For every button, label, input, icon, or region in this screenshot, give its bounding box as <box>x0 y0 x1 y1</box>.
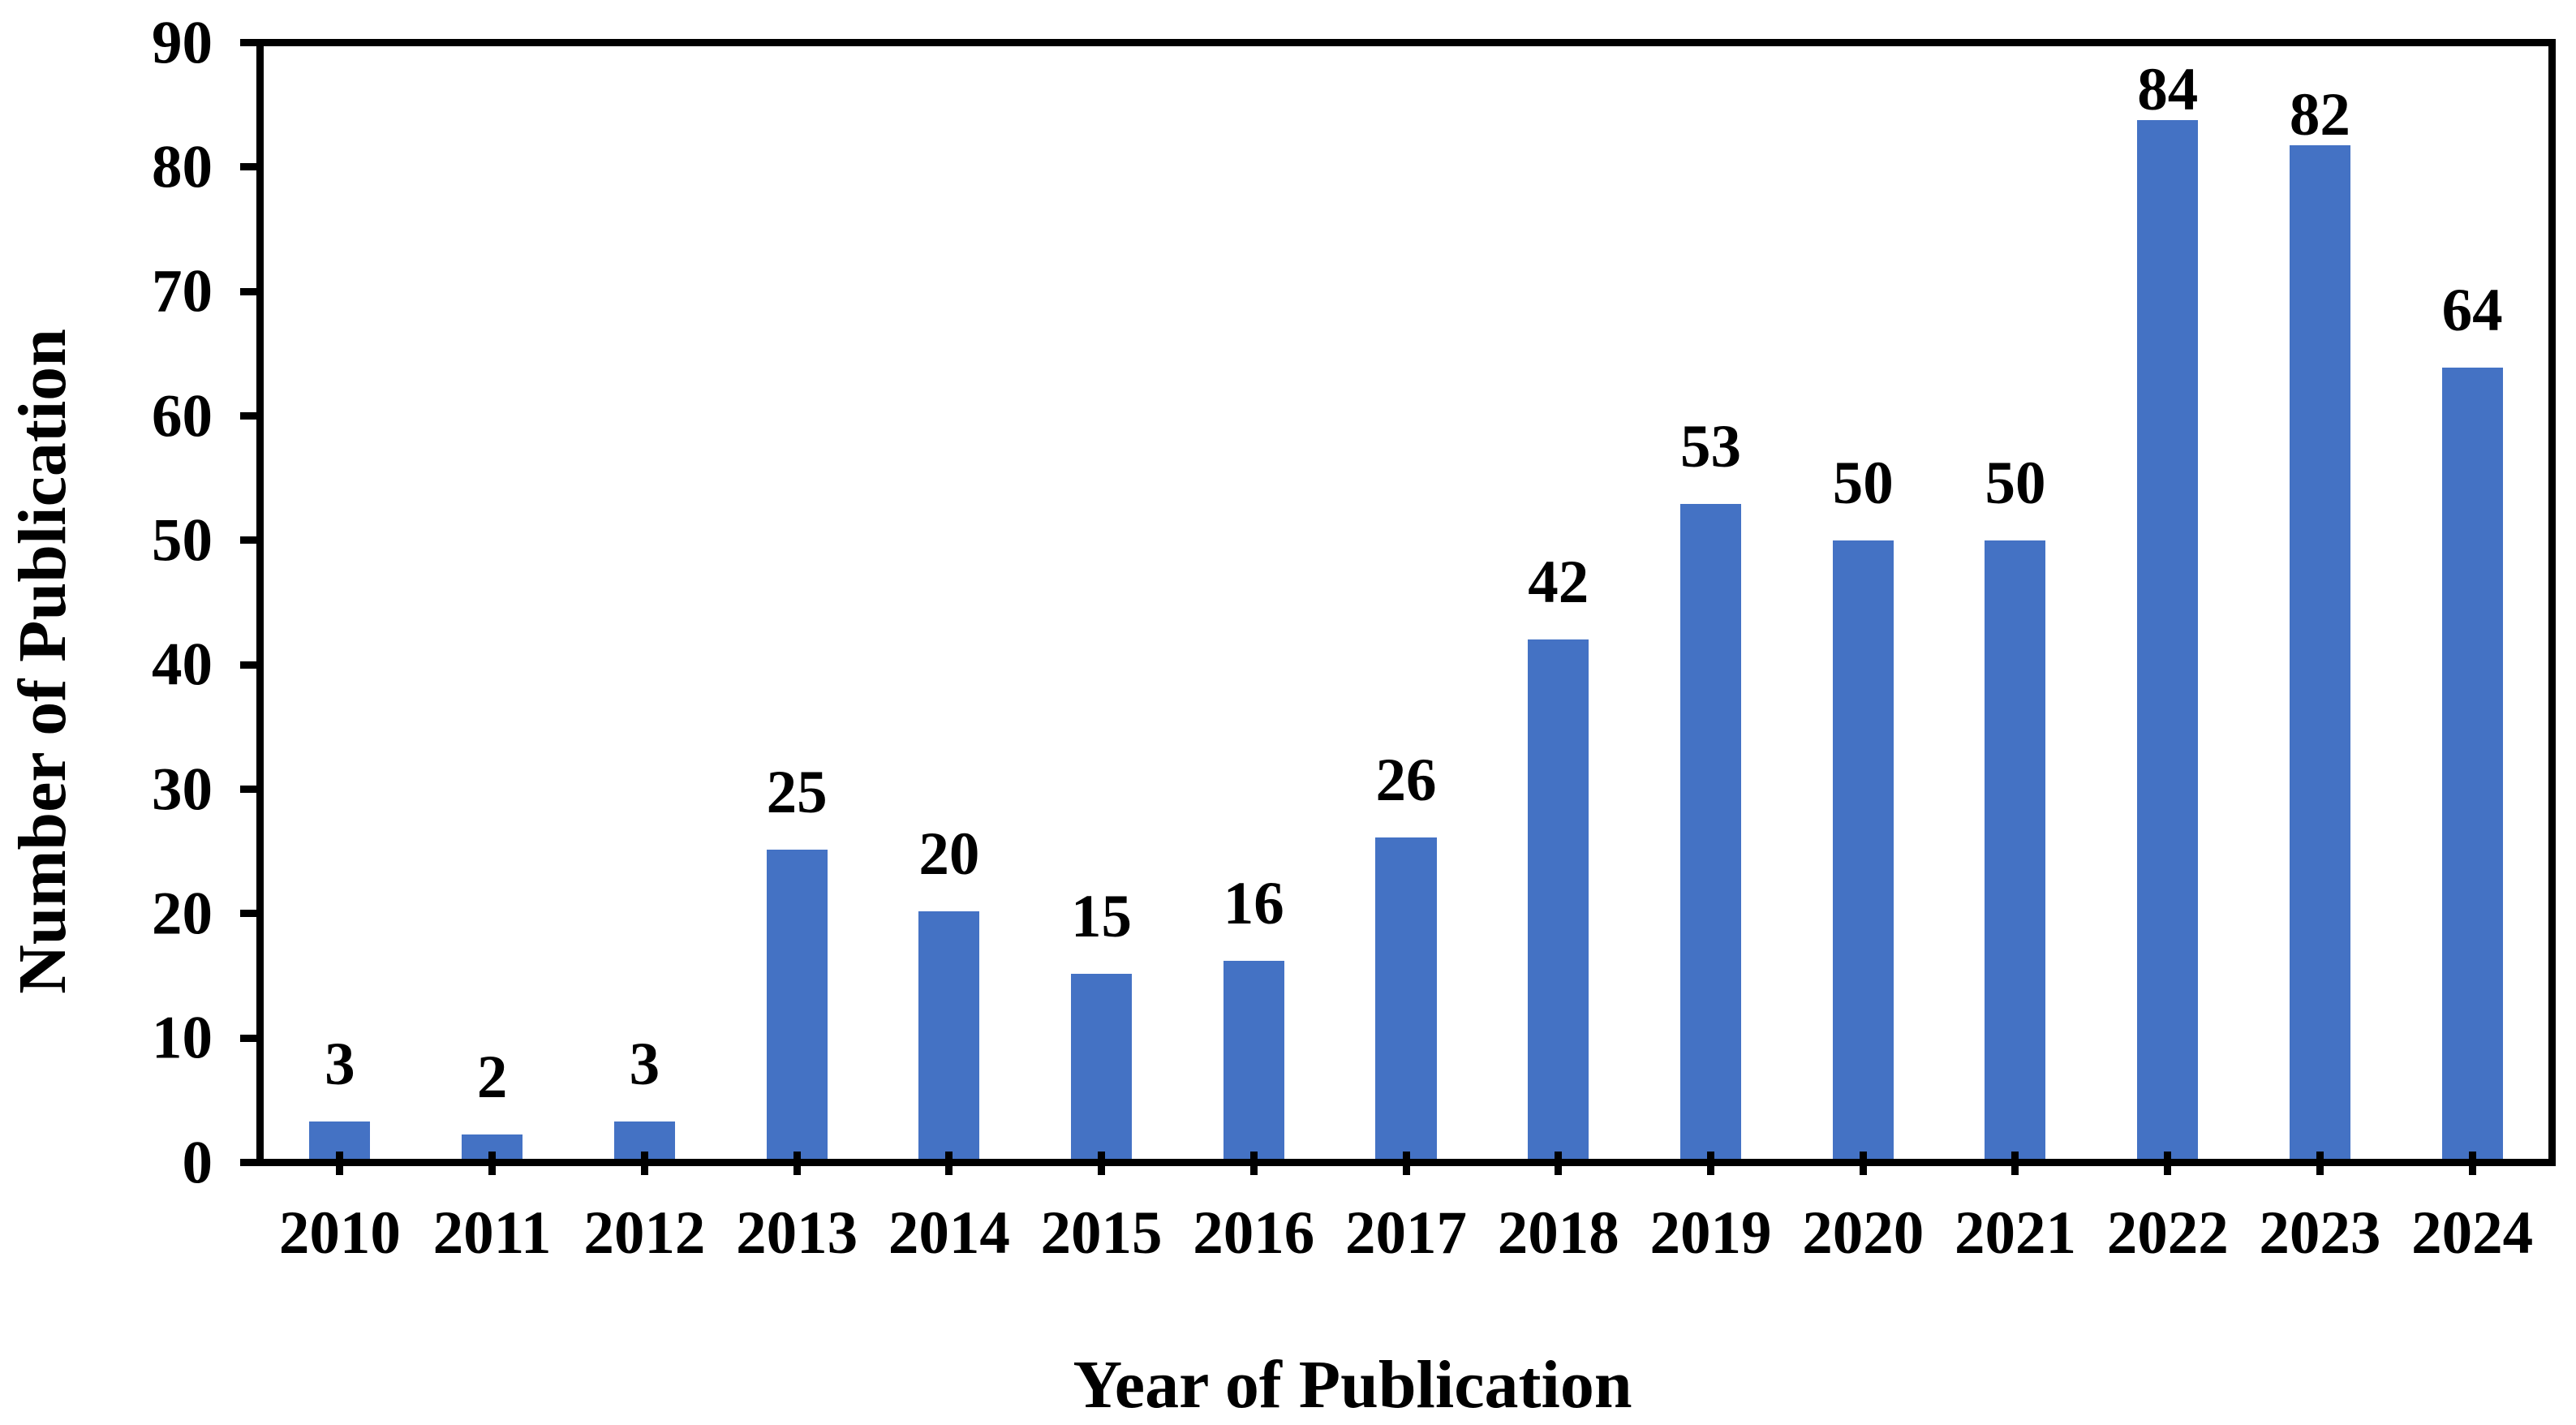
x-axis-tick-label: 2018 <box>1497 1199 1619 1267</box>
x-axis-tick <box>336 1152 344 1175</box>
y-axis-tick-label: 0 <box>182 1129 213 1196</box>
bar <box>766 850 828 1159</box>
x-axis-title: Year of Publication <box>1073 1347 1632 1423</box>
category-cell: 64 2024 <box>2396 46 2548 1264</box>
y-axis-tick-label: 10 <box>152 1004 213 1072</box>
y-axis-tick <box>240 163 264 171</box>
bar-value-label: 20 <box>918 820 980 889</box>
x-axis-tick <box>1249 1152 1258 1175</box>
bar-value-label: 50 <box>1832 450 1894 518</box>
bar-value-label: 3 <box>629 1031 660 1099</box>
y-axis-tick-label: 70 <box>152 257 213 325</box>
category-cell: 50 2021 <box>1939 46 2092 1264</box>
x-axis-tick-label: 2014 <box>888 1199 1010 1267</box>
category-cell: 53 2019 <box>1635 46 1787 1264</box>
y-axis-tick-label: 30 <box>152 756 213 823</box>
bar <box>1070 973 1133 1159</box>
x-axis-tick-label: 2010 <box>278 1199 401 1267</box>
category-cell: 20 2014 <box>873 46 1026 1264</box>
bar-value-label: 25 <box>766 759 828 827</box>
x-axis-tick <box>1098 1152 1106 1175</box>
category-cell: 3 2012 <box>568 46 720 1264</box>
y-axis-tick-label: 80 <box>152 133 213 201</box>
bar-value-label: 26 <box>1375 746 1437 814</box>
bar-value-label: 84 <box>2137 56 2199 124</box>
bar <box>918 911 980 1159</box>
y-axis-tick <box>240 287 264 295</box>
bar-value-label: 53 <box>1679 412 1741 480</box>
category-cell: 16 2016 <box>1177 46 1330 1264</box>
bar-value-label: 50 <box>1985 450 2046 518</box>
bar-value-label: 16 <box>1223 870 1284 938</box>
x-axis-tick-label: 2023 <box>2259 1199 2381 1267</box>
x-axis-tick-label: 2024 <box>2411 1199 2534 1267</box>
x-axis-tick-label: 2016 <box>1193 1199 1315 1267</box>
y-axis-tick <box>240 536 264 545</box>
bar <box>2441 368 2503 1159</box>
bar <box>2289 144 2350 1159</box>
x-axis-tick <box>2011 1152 2019 1175</box>
plot-area: 3 2010 2 2011 3 2012 25 2013 20 2014 15 2015 16 2016 2… <box>256 39 2556 1264</box>
y-axis-tick <box>240 39 264 46</box>
x-axis-tick <box>640 1152 648 1175</box>
bar-value-label: 15 <box>1071 882 1133 950</box>
y-axis-tick-label: 20 <box>152 880 213 948</box>
y-axis-tick <box>240 786 264 793</box>
x-axis-tick-label: 2021 <box>1954 1199 2076 1267</box>
bar-value-label: 2 <box>476 1043 508 1111</box>
x-axis-tick <box>2164 1152 2172 1175</box>
x-axis-tick <box>945 1152 953 1175</box>
x-axis-tick-label: 2022 <box>2106 1199 2229 1267</box>
y-axis-tick <box>240 910 264 918</box>
category-cell: 84 2022 <box>2092 46 2244 1264</box>
y-axis-tick <box>240 661 264 669</box>
x-axis-tick <box>1402 1152 1410 1175</box>
x-axis-tick-label: 2013 <box>736 1199 858 1267</box>
bar <box>1679 503 1742 1159</box>
y-axis-tick-label: 90 <box>152 9 213 76</box>
bar <box>1375 837 1437 1159</box>
y-axis-tick <box>240 1034 264 1042</box>
x-axis-tick-label: 2017 <box>1345 1199 1468 1267</box>
bar <box>1528 639 1589 1159</box>
category-cell: 42 2018 <box>1482 46 1635 1264</box>
x-axis-tick-label: 2012 <box>583 1199 706 1267</box>
bar-value-label: 82 <box>2289 80 2350 149</box>
category-cell: 3 2010 <box>264 46 416 1264</box>
bar <box>1832 540 1894 1159</box>
category-cell: 2 2011 <box>416 46 569 1264</box>
bar <box>1985 540 2046 1159</box>
x-axis-tick <box>1555 1152 1563 1175</box>
bar <box>1223 961 1284 1159</box>
x-axis-tick <box>1859 1152 1867 1175</box>
x-axis-tick <box>793 1152 801 1175</box>
category-cell: 26 2017 <box>1330 46 1482 1264</box>
bar-value-label: 64 <box>2441 277 2503 345</box>
x-axis-tick-label: 2015 <box>1040 1199 1163 1267</box>
category-cell: 50 2020 <box>1787 46 1939 1264</box>
category-cell: 25 2013 <box>720 46 873 1264</box>
y-axis-tick-label: 40 <box>152 631 213 699</box>
y-axis: 0 10 20 30 40 50 60 70 80 90 <box>0 12 264 1193</box>
x-axis-tick <box>2316 1152 2324 1175</box>
y-axis-tick <box>240 412 264 420</box>
y-axis-tick-label: 50 <box>152 506 213 575</box>
y-axis-title: Number of Publication <box>5 329 80 994</box>
bar <box>2137 120 2199 1159</box>
category-cell: 15 2015 <box>1026 46 1178 1264</box>
x-axis-tick-label: 2020 <box>1802 1199 1924 1267</box>
bar-value-label: 3 <box>325 1031 355 1099</box>
bar-value-label: 42 <box>1528 549 1589 617</box>
x-axis-tick <box>1706 1152 1714 1175</box>
x-axis-tick-label: 2011 <box>432 1199 552 1267</box>
y-axis-tick <box>240 1159 264 1166</box>
category-cell: 82 2023 <box>2244 46 2397 1264</box>
y-axis-tick-label: 60 <box>152 382 213 450</box>
x-axis-tick <box>488 1152 497 1175</box>
x-axis-tick-label: 2019 <box>1649 1199 1772 1267</box>
x-axis-tick <box>2468 1152 2476 1175</box>
